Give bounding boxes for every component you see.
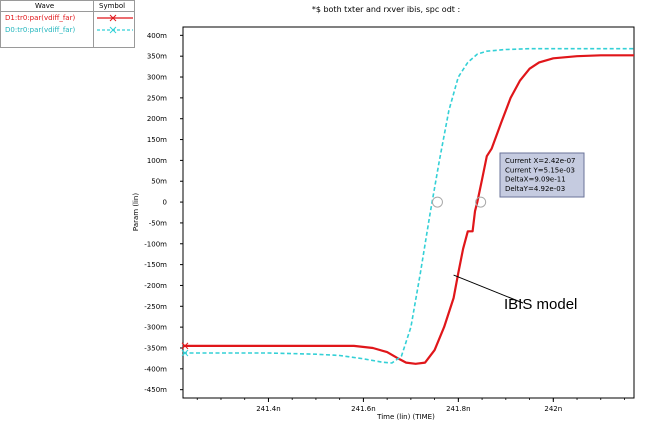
x-tick-label: 241.8n xyxy=(446,405,470,413)
legend-entry-d1[interactable]: D1:tr0:par(vdiff_far) xyxy=(5,14,76,22)
cursor-layer xyxy=(431,196,487,208)
y-tick-label: 250m xyxy=(147,94,167,102)
legend-panel: Wave Symbol D1:tr0:par(vdiff_far) D0:tr0… xyxy=(0,0,135,48)
y-tick-label: 100m xyxy=(147,157,167,165)
annotation-arrow xyxy=(453,274,524,304)
series-marker xyxy=(181,342,189,350)
y-tick-label: -200m xyxy=(144,282,167,290)
x-axis-label: Time (lin) (TIME) xyxy=(376,413,435,421)
legend-symbol-d1-icon xyxy=(97,14,133,22)
series-marker xyxy=(181,349,189,357)
y-tick-label: 400m xyxy=(147,32,167,40)
y-tick-label: 200m xyxy=(147,115,167,123)
y-tick-label: -100m xyxy=(144,240,167,248)
y-tick-label: 350m xyxy=(147,53,167,61)
x-tick-label: 241.4n xyxy=(256,405,280,413)
measurement-line: DeltaX=9.09e-11 xyxy=(505,176,566,184)
measurement-line: Current X=2.42e-07 xyxy=(505,157,576,165)
annotation-text: IBIS model xyxy=(504,296,577,313)
x-tick-label: 241.6n xyxy=(351,405,375,413)
measurement-box-bg xyxy=(499,152,585,198)
legend-column-divider xyxy=(93,1,94,47)
series-layer xyxy=(181,47,634,365)
cursor-marker xyxy=(431,196,443,208)
y-tick-label: -300m xyxy=(144,324,167,332)
cursor-marker xyxy=(475,196,487,208)
x-axis-ticks: 241.4n 241.6n 241.8n 242n xyxy=(196,398,625,413)
y-tick-label: -350m xyxy=(144,344,167,352)
y-tick-label: -400m xyxy=(144,365,167,373)
y-tick-label: 150m xyxy=(147,136,167,144)
series-line-d0 xyxy=(183,47,634,364)
plot-area[interactable] xyxy=(182,26,635,399)
y-tick-label: 0 xyxy=(163,199,167,207)
y-tick-label: 300m xyxy=(147,74,167,82)
measurement-line: Current Y=5.15e-03 xyxy=(505,166,575,174)
y-tick-label: -450m xyxy=(144,386,167,394)
legend-header-symbol: Symbol xyxy=(99,2,126,10)
legend-entry-d0[interactable]: D0:tr0:par(vdiff_far) xyxy=(5,26,76,34)
series-line-d1 xyxy=(183,54,634,365)
measurement-line: DeltaY=4.92e-03 xyxy=(505,185,565,193)
y-tick-label: -50m xyxy=(149,219,167,227)
legend-symbol-d0-icon xyxy=(97,26,133,34)
legend-header-wave: Wave xyxy=(35,2,55,10)
y-tick-label: -250m xyxy=(144,303,167,311)
y-axis-ticks: 400m 350m 300m 250m 200m 150m 100m 50m 0 -50m -100… xyxy=(144,32,183,394)
y-tick-label: 50m xyxy=(151,178,167,186)
legend-divider xyxy=(1,11,134,12)
annotation-layer: IBIS model xyxy=(453,274,577,313)
y-tick-label: -150m xyxy=(144,261,167,269)
x-tick-label: 242n xyxy=(544,405,562,413)
chart-title: *$ both txter and rxver ibis, spc odt : xyxy=(312,5,460,14)
y-axis-label: Param (lin) xyxy=(132,193,140,231)
